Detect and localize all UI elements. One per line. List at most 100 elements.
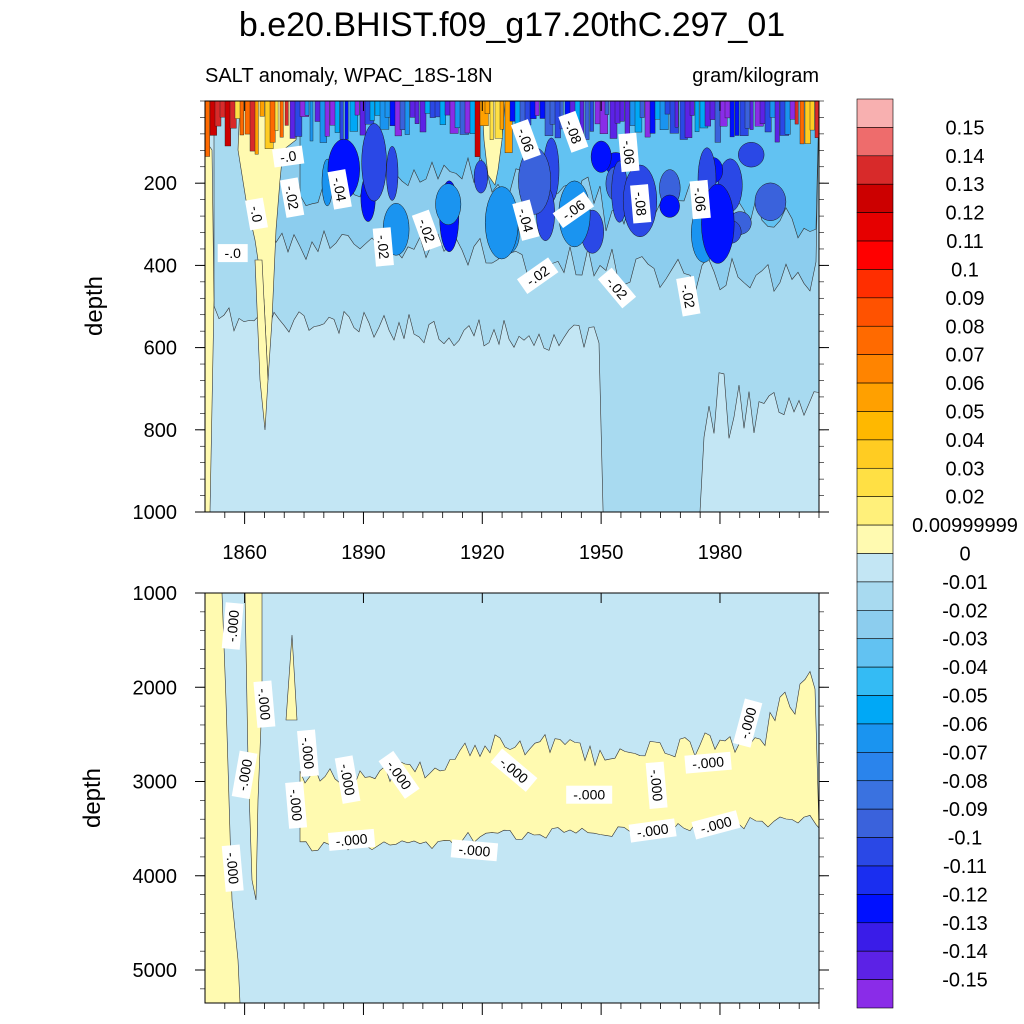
contour-label-text: -.000 — [299, 737, 318, 770]
surface-anomaly-streak — [219, 101, 226, 118]
surface-anomaly-streak — [509, 101, 516, 122]
subsurface-anomaly-core — [435, 183, 462, 226]
contour-label: -.02 — [411, 209, 442, 252]
surface-anomaly-streak — [454, 101, 461, 128]
colorbar-swatch — [856, 695, 894, 725]
colorbar-swatch — [856, 553, 894, 583]
colorbar-swatch — [856, 524, 894, 554]
colorbar-swatch — [856, 127, 894, 157]
x-tick-label: 1920 — [460, 542, 505, 564]
x-tick-label: 1980 — [698, 542, 743, 564]
surface-anomaly-streak — [274, 101, 279, 131]
colorbar-label: 0.05 — [946, 402, 985, 424]
surface-anomaly-streak — [429, 101, 436, 118]
surface-anomaly-streak — [309, 101, 314, 142]
surface-anomaly-streak — [774, 101, 780, 143]
surface-anomaly-streak — [269, 101, 276, 143]
contour-label-background — [689, 179, 711, 220]
surface-anomaly-streak — [334, 101, 340, 133]
surface-anomaly-streak — [304, 101, 310, 116]
colorbar-swatch — [856, 382, 894, 412]
lower-positive-anomaly-spike-2 — [285, 634, 298, 721]
colorbar-swatch — [856, 212, 894, 242]
lower-contour-labels: -.000 -.000 -.000 -.000 -.000 -.000 -.000 -.000… — [221, 602, 763, 892]
surface-anomaly-streak — [639, 101, 645, 118]
contour-label-background — [285, 781, 308, 829]
contour-label-text: -.06 — [620, 140, 638, 166]
surface-anomaly-streak — [684, 101, 693, 138]
contour-label-background — [684, 751, 732, 774]
surface-anomaly-streak — [499, 101, 504, 130]
colorbar-label: 0.12 — [946, 203, 985, 225]
contour-label: -.000 — [645, 761, 668, 809]
lower-panel-axes: 1000 2000 3000 4000 5000 — [133, 583, 829, 1015]
colorbar-label: -0.13 — [942, 913, 988, 935]
contour-label: -.000 — [733, 698, 763, 748]
contour-label-background — [628, 818, 677, 843]
subsurface-anomaly-core — [590, 140, 612, 173]
contour-label-background — [253, 680, 276, 728]
surface-anomaly-streak — [589, 101, 594, 132]
surface-anomaly-streak — [659, 101, 669, 130]
surface-anomaly-streak — [674, 101, 679, 128]
surface-anomaly-streak — [584, 101, 590, 140]
surface-anomaly-streak — [339, 101, 344, 140]
x-tick-label: 1890 — [341, 542, 386, 564]
contour-label: -.000 — [334, 755, 361, 804]
colorbar-label: 0.15 — [946, 117, 985, 139]
colorbar-label: -0.12 — [942, 884, 988, 906]
subsurface-anomaly-core — [659, 194, 680, 218]
contour-label: -.0 — [272, 145, 305, 168]
contour-label-text: -.04 — [330, 176, 350, 203]
contour-label-text: -.000 — [647, 769, 666, 802]
contour-label-background — [297, 729, 319, 777]
surface-anomaly-streak — [294, 101, 303, 137]
contour-label-background — [327, 169, 352, 210]
colorbar-swatch — [856, 780, 894, 810]
y-tick-label: 1000 — [133, 583, 178, 605]
x-tick-label: 1860 — [222, 542, 267, 564]
colorbar-label: 0.1 — [951, 259, 979, 281]
contour-label-background — [597, 267, 637, 309]
contour-label-background — [552, 191, 595, 229]
contour-label-background — [645, 761, 668, 809]
surface-anomaly-streak — [344, 101, 349, 140]
subsurface-anomaly-core — [386, 146, 399, 201]
surface-anomaly-streak — [279, 101, 284, 138]
surface-anomaly-streak — [414, 101, 420, 124]
contour-label-background — [490, 748, 538, 792]
y-tick-label: 1000 — [133, 502, 178, 524]
contour-label-text: -.000 — [255, 688, 274, 721]
surface-anomaly-streak — [614, 101, 621, 124]
contour-label-text: -.08 — [632, 191, 650, 217]
surface-anomaly-streak — [809, 101, 815, 131]
contour-label-text: -.000 — [636, 820, 670, 840]
contour-label-text: -.04 — [515, 206, 537, 234]
lower-panel-plot — [205, 593, 819, 1003]
colorbar-label: -0.04 — [942, 657, 988, 679]
subsurface-anomaly-core — [754, 182, 787, 221]
upper-contour-labels: -.0 -.02 -.0 -.0 -.04 -.02 -.02 -.06 -.08 -.04 -.0… — [217, 110, 711, 317]
colorbar-label: 0.14 — [946, 146, 985, 168]
contour-label: -.000 — [628, 818, 677, 843]
lower-positive-anomaly-band — [299, 670, 819, 852]
upper-panel-plot — [205, 101, 819, 512]
figure-title: b.e20.BHIST.f09_g17.20thC.297_01 — [239, 6, 785, 44]
contour-label: -.000 — [450, 839, 499, 862]
contour-label: -.06 — [618, 132, 640, 173]
colorbar-swatch — [856, 325, 894, 355]
colorbar-label: -0.02 — [942, 600, 988, 622]
contour-label: -.0 — [245, 197, 268, 231]
contour-label-text: -.02 — [678, 283, 698, 310]
contour-label: -.000 — [221, 602, 244, 650]
colorbar-label: 0.04 — [946, 430, 985, 452]
colorbar-swatch — [856, 979, 894, 1009]
surface-anomaly-streak — [784, 101, 791, 135]
colorbar-label: 0.03 — [946, 458, 985, 480]
contour-label-text: -.000 — [692, 753, 725, 772]
surface-anomaly-streak — [419, 101, 427, 133]
contour-label-background — [327, 828, 376, 851]
subtitle-left: SALT anomaly, WPAC_18S-18N — [205, 65, 493, 87]
surface-anomaly-streak — [749, 101, 754, 130]
